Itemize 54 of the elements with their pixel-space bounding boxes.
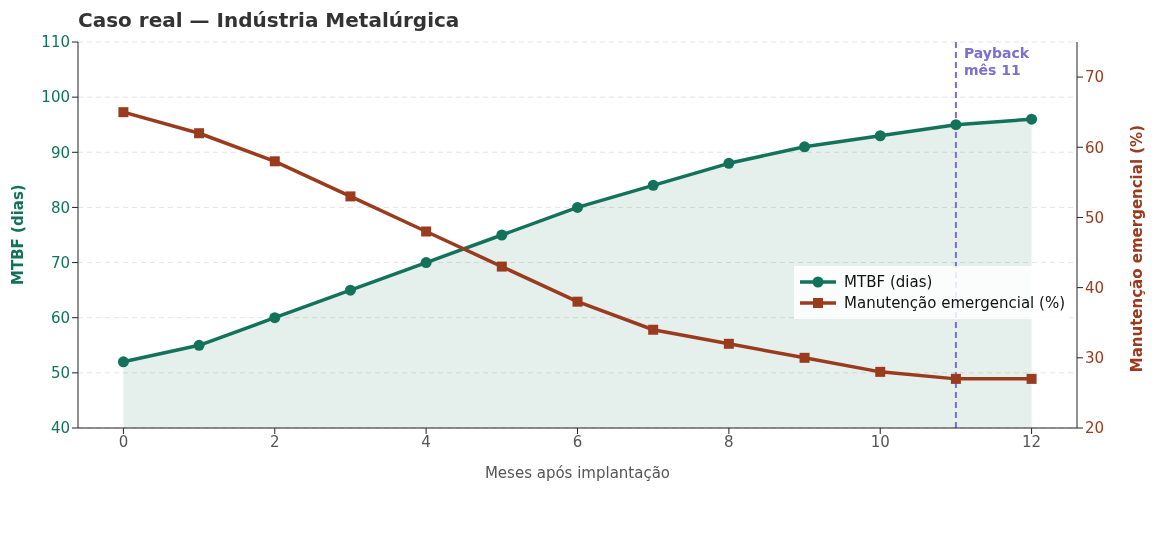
legend-label: Manutenção emergencial (%) — [844, 294, 1065, 312]
x-tick-label: 6 — [572, 432, 583, 451]
point — [648, 324, 659, 335]
y-tick-label: 100 — [41, 88, 70, 107]
y2-tick-label: 60 — [1085, 138, 1105, 157]
point — [723, 157, 735, 169]
y-tick-label: 110 — [41, 33, 70, 52]
chart-title: Caso real — Indústria Metalúrgica — [78, 8, 461, 34]
x-tick-label: 2 — [270, 432, 280, 451]
x-tick-label: 10 — [870, 432, 890, 451]
x-tick-label: 0 — [118, 432, 129, 451]
point — [572, 201, 583, 213]
ref-line-label: Payback mês 11 — [963, 45, 1030, 78]
x-axis-title: Meses após implantação — [484, 464, 671, 482]
point — [723, 338, 734, 349]
point — [572, 296, 583, 307]
y2-tick-label: 40 — [1085, 278, 1105, 297]
point — [194, 128, 205, 139]
point — [269, 156, 280, 167]
y-tick-label: 60 — [50, 309, 70, 328]
x-tick-label: 8 — [724, 432, 734, 451]
x-tick-label: 12 — [1022, 432, 1042, 451]
point — [118, 107, 129, 118]
point — [950, 373, 961, 384]
point — [496, 229, 508, 241]
point — [193, 339, 205, 351]
y2-axis-title: Manutenção emergencial (%) — [1128, 125, 1147, 373]
point — [799, 352, 810, 363]
y-tick-label: 50 — [50, 364, 70, 383]
y2-tick-label: 70 — [1085, 68, 1105, 87]
point — [344, 284, 356, 296]
point — [875, 366, 886, 377]
y-tick-label: 80 — [50, 198, 70, 217]
y2-tick-label: 50 — [1085, 208, 1105, 227]
point — [950, 119, 962, 131]
y-tick-label: 40 — [50, 419, 70, 438]
y2-tick-label: 20 — [1085, 419, 1105, 438]
point — [117, 356, 129, 368]
point — [420, 257, 432, 269]
y2-tick-label: 30 — [1085, 349, 1105, 368]
point — [345, 191, 356, 202]
point — [1026, 373, 1037, 384]
y-axis-title: MTBF (dias) — [9, 184, 28, 285]
x-tick-label: 4 — [421, 432, 431, 451]
point — [496, 261, 507, 272]
point — [421, 226, 432, 237]
point — [1026, 113, 1038, 125]
point — [799, 141, 811, 153]
point — [874, 130, 886, 142]
y-tick-label: 90 — [50, 143, 70, 162]
point — [647, 179, 659, 191]
legend-label: MTBF (dias) — [844, 273, 933, 291]
point — [269, 312, 281, 324]
y-tick-label: 70 — [50, 253, 70, 272]
